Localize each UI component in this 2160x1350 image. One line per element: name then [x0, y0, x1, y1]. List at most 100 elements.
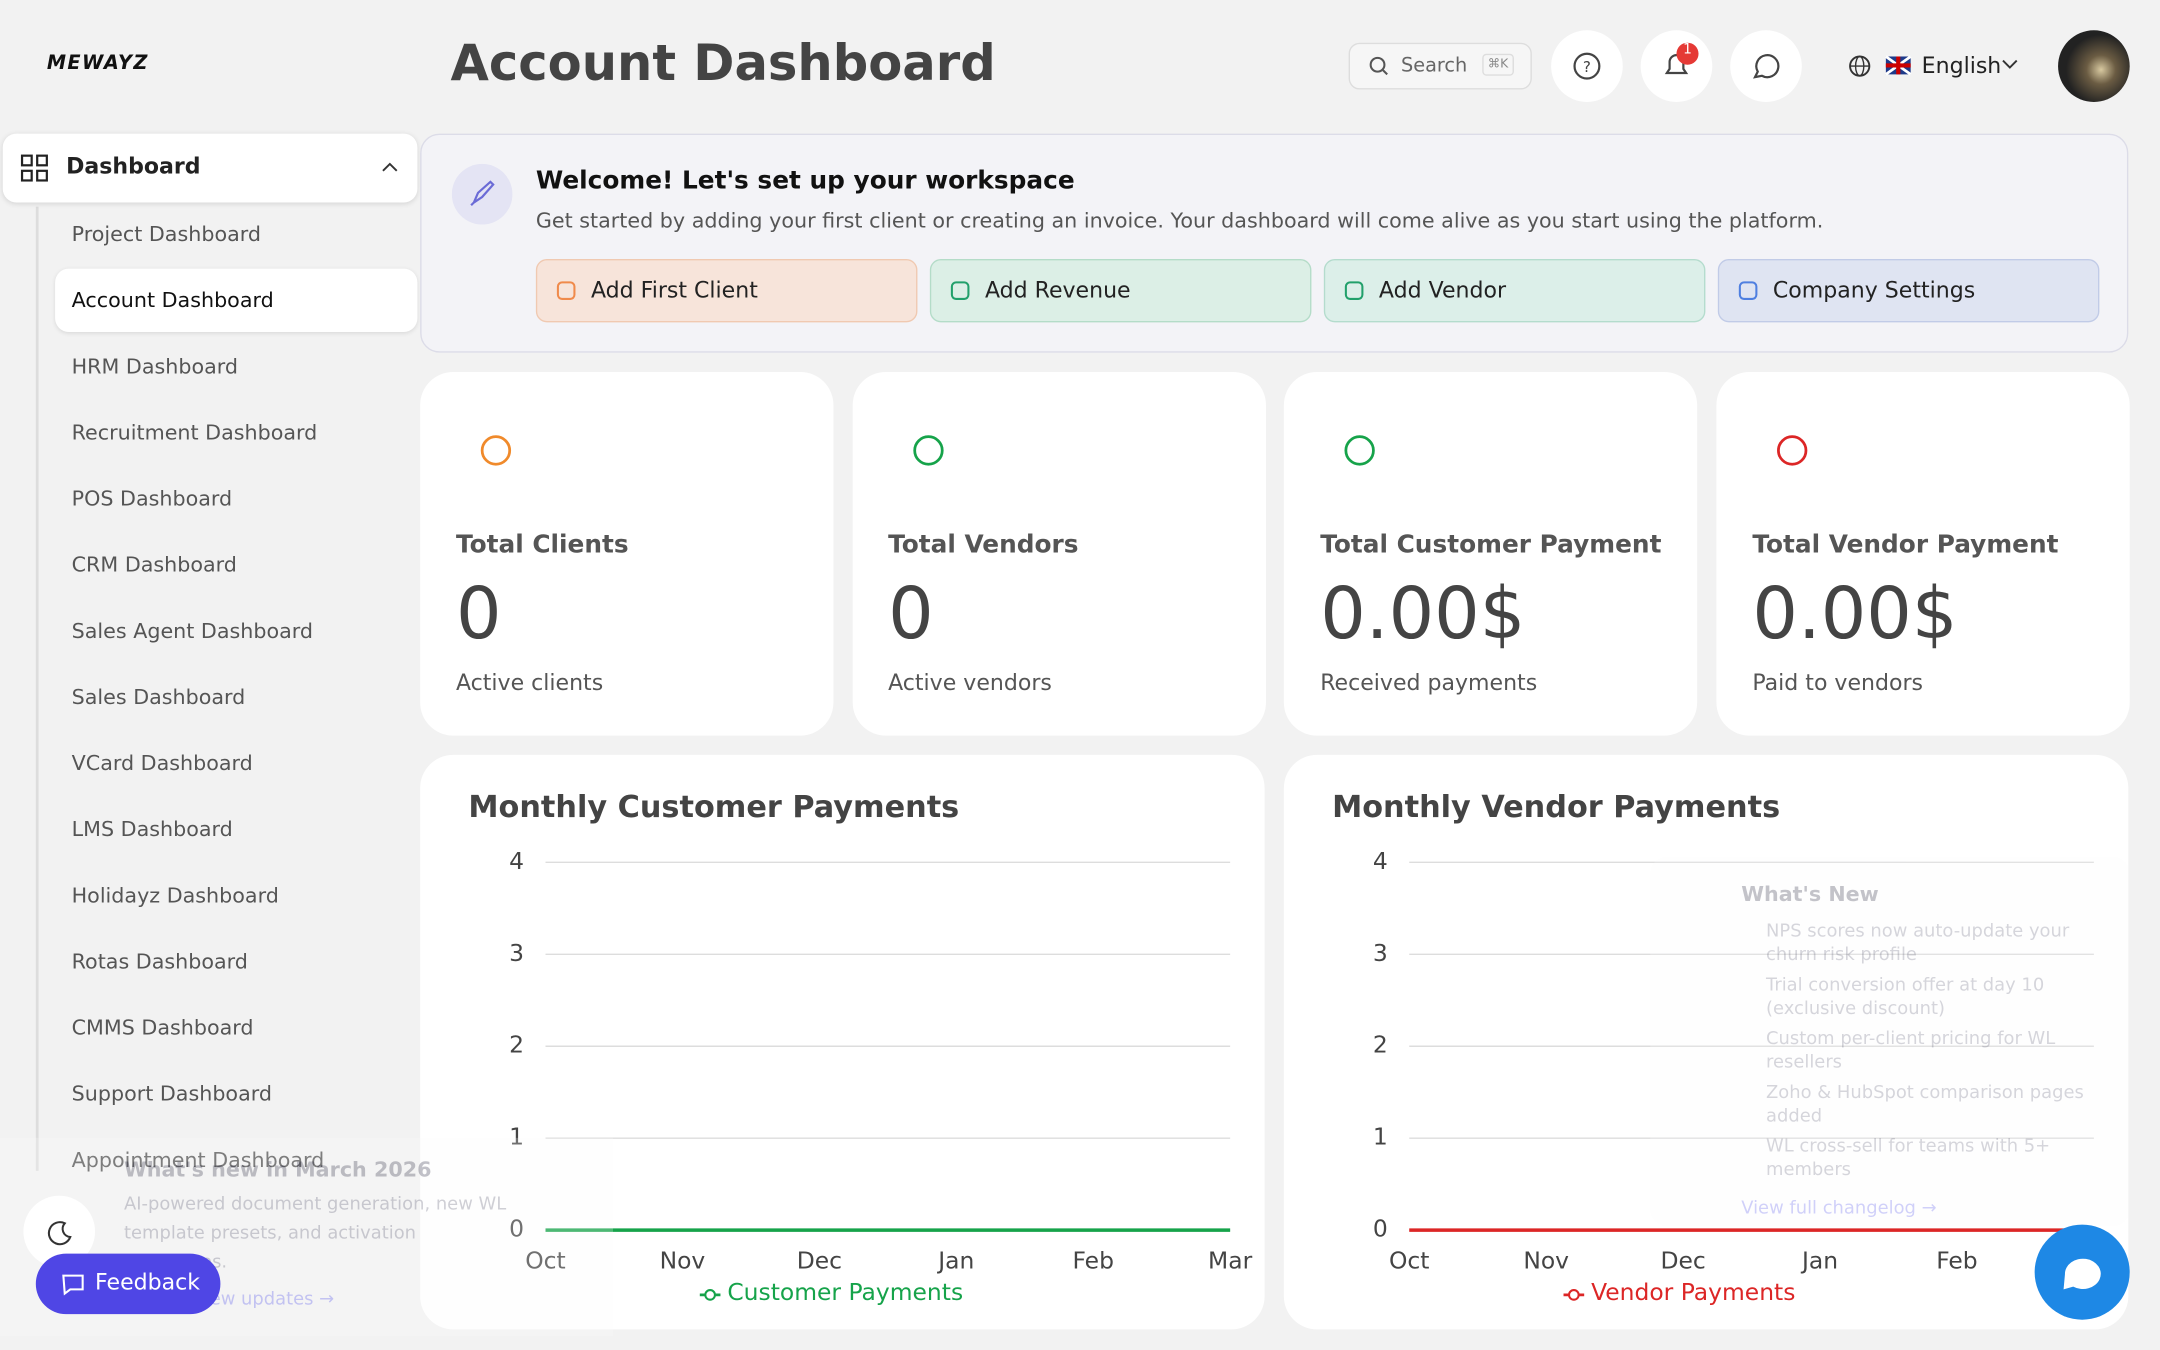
logo[interactable]: MEWAYZ	[46, 52, 149, 75]
chat-button[interactable]	[2034, 1224, 2130, 1320]
action-label: Company Settings	[1772, 276, 1976, 304]
action-button[interactable]: Company Settings	[1717, 258, 2100, 323]
y-tick-label: 0	[509, 1215, 524, 1243]
y-tick-label: 2	[1373, 1031, 1388, 1059]
stat-title: Total Clients	[455, 530, 629, 560]
sidebar-rail	[35, 206, 39, 1171]
avatar[interactable]	[2058, 30, 2130, 102]
y-tick-label: 2	[509, 1031, 524, 1059]
sidebar-item[interactable]: VCard Dashboard	[71, 750, 253, 776]
search-box[interactable]: Search ⌘K	[1348, 42, 1532, 90]
help-button[interactable]: ?	[1551, 30, 1623, 102]
sidebar-item[interactable]: Sales Dashboard	[71, 684, 246, 710]
sidebar-item[interactable]: Appointment Dashboard	[71, 1147, 325, 1173]
stat-note: Active clients	[455, 669, 604, 696]
sidebar-item[interactable]: HRM Dashboard	[71, 354, 239, 379]
x-tick-label: Dec	[797, 1246, 842, 1274]
chart-card: Monthly Vendor Payments 0 1 2 3 4 Oct Nov Dec Jan…	[1283, 754, 2129, 1330]
language-icons	[1849, 55, 1912, 77]
whats-new-item: Custom per-client pricing for WL reselle…	[1766, 1029, 2056, 1074]
x-tick-label: Dec	[1660, 1246, 1705, 1274]
line-chart: Monthly Customer Payments 0 1 2 3 4 Oct Nov Dec J…	[468, 790, 1253, 1306]
action-label: Add Vendor	[1378, 276, 1507, 304]
active-item-bg	[55, 268, 418, 332]
y-tick-label: 0	[1373, 1215, 1388, 1243]
stat-value: 0	[455, 573, 502, 656]
sidebar-item[interactable]: Project Dashboard	[71, 221, 262, 247]
x-tick-label: Jan	[1800, 1246, 1838, 1274]
chart-title: Monthly Customer Payments	[468, 790, 959, 825]
x-tick-label: Nov	[660, 1246, 706, 1274]
stat-note: Paid to vendors	[1752, 669, 1924, 696]
legend-marker	[704, 1289, 716, 1301]
toast-title: What's new in March 2026	[123, 1157, 432, 1182]
search-icon	[1369, 56, 1388, 76]
legend-marker	[1567, 1289, 1580, 1301]
x-tick-label: Oct	[1389, 1246, 1429, 1274]
messages-button[interactable]	[1730, 30, 1802, 102]
notifications-button[interactable]: 1	[1640, 30, 1713, 102]
sidebar-item[interactable]: POS Dashboard	[71, 486, 233, 512]
stat-note: Received payments	[1320, 669, 1538, 696]
sidebar-item[interactable]: Recruitment Dashboard	[71, 420, 318, 445]
y-tick-label: 1	[1373, 1123, 1388, 1151]
feedback-label: Feedback	[95, 1268, 201, 1295]
x-tick-label: Feb	[1936, 1246, 1977, 1274]
feedback-button[interactable]: Feedback	[35, 1253, 221, 1315]
whats-new-item: WL cross-sell for teams with 5+ members	[1766, 1136, 2051, 1181]
sidebar-item[interactable]: Rotas Dashboard	[71, 949, 248, 974]
svg-text:?: ?	[1583, 58, 1591, 76]
y-tick-label: 1	[509, 1123, 524, 1151]
sidebar-item[interactable]: Support Dashboard	[71, 1081, 273, 1107]
notification-count: 1	[1683, 42, 1692, 58]
section-label: Dashboard	[66, 152, 201, 180]
x-tick-label: Jan	[936, 1246, 974, 1274]
stat-card: Total Vendors 0 Active vendors	[852, 371, 1266, 736]
sidebar-section[interactable]: Dashboard	[2, 133, 418, 203]
sidebar-item[interactable]: Holidayz Dashboard	[71, 883, 279, 908]
page-title: Account Dashboard	[450, 35, 996, 93]
welcome-text: Get started by adding your first client …	[535, 208, 1824, 233]
stat-value: 0.00$	[1320, 573, 1526, 656]
language[interactable]: English	[1921, 52, 2002, 79]
action-label: Add First Client	[590, 276, 758, 304]
action-button[interactable]: Add First Client	[535, 258, 918, 323]
stat-note: Active vendors	[888, 669, 1052, 696]
sidebar-item[interactable]: CRM Dashboard	[71, 552, 237, 578]
search-label: Search	[1400, 55, 1468, 78]
y-tick-label: 4	[509, 847, 524, 875]
chart-card: Monthly Customer Payments 0 1 2 3 4 Oct Nov Dec J…	[420, 754, 1265, 1330]
toast-link[interactable]: View updates →	[192, 1289, 335, 1311]
sidebar-item[interactable]: Account Dashboard	[71, 287, 274, 313]
stat-title: Total Vendor Payment	[1752, 530, 2059, 560]
chart-title: Monthly Vendor Payments	[1332, 790, 1780, 825]
whats-new-item: NPS scores now auto-update your churn ri…	[1766, 921, 2070, 966]
action-label: Add Revenue	[984, 276, 1131, 304]
x-tick-label: Mar	[1208, 1246, 1253, 1274]
whats-new-item: Trial conversion offer at day 10 (exclus…	[1766, 975, 2045, 1020]
chevron	[2002, 59, 2018, 69]
sidebar-item[interactable]: LMS Dashboard	[71, 816, 233, 842]
x-tick-label: Nov	[1523, 1246, 1569, 1274]
shortcut: ⌘K	[1482, 53, 1514, 76]
sidebar-item[interactable]: CMMS Dashboard	[71, 1015, 254, 1041]
line-chart: Monthly Vendor Payments 0 1 2 3 4 Oct Nov Dec Jan…	[1332, 790, 2116, 1306]
action-button[interactable]: Add Vendor	[1323, 258, 1706, 323]
stat-title: Total Customer Payment	[1320, 530, 1662, 560]
legend-label: Vendor Payments	[1591, 1278, 1795, 1306]
whats-new-popup: What's New NPS scores now auto-update yo…	[1650, 856, 2130, 1227]
whats-new-link[interactable]: View full changelog →	[1741, 1198, 1937, 1220]
y-tick-label: 3	[509, 939, 524, 967]
stat-card: Total Clients 0 Active clients	[420, 371, 834, 736]
stat-card: Total Customer Payment 0.00$ Received paym…	[1284, 371, 1698, 736]
welcome-title: Welcome! Let's set up your workspace	[535, 166, 1075, 196]
stat-value: 0	[888, 573, 934, 656]
x-tick-label: Feb	[1072, 1246, 1113, 1274]
action-button[interactable]: Add Revenue	[929, 258, 1312, 323]
y-tick-label: 3	[1373, 939, 1388, 967]
y-tick-label: 4	[1373, 847, 1388, 875]
stat-title: Total Vendors	[888, 530, 1079, 560]
sidebar-item[interactable]: Sales Agent Dashboard	[71, 618, 314, 644]
